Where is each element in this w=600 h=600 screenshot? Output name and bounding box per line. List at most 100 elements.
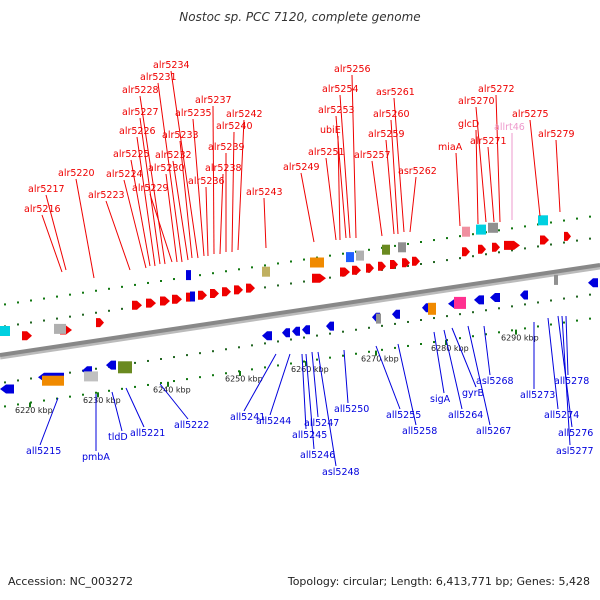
reverse-outer-track-dot xyxy=(147,383,149,386)
forward-outer-track-dot xyxy=(160,280,162,282)
reverse-gene-label: all5273 xyxy=(520,390,555,401)
forward-outer-track-dot xyxy=(459,235,461,238)
reverse-label-leader xyxy=(317,351,337,467)
forward-label-leader xyxy=(172,160,189,261)
forward-inner-track-dot xyxy=(303,280,305,283)
reverse-label-leader xyxy=(375,345,401,410)
forward-gene-arrow xyxy=(540,235,549,245)
reverse-label-leader xyxy=(159,383,189,420)
forward-inner-track-dot xyxy=(524,247,526,250)
reverse-outer-track-dot xyxy=(43,399,45,402)
feature-box xyxy=(454,296,466,309)
forward-label-leader xyxy=(179,140,193,259)
reverse-inner-track-dot xyxy=(472,311,474,314)
forward-label-leader xyxy=(475,129,479,225)
forward-label-leader xyxy=(385,139,395,235)
forward-gene-label: alr5231 xyxy=(140,72,177,83)
reverse-gene-arrow xyxy=(474,295,484,305)
forward-outer-track-dot xyxy=(290,260,292,263)
feature-box xyxy=(554,274,558,285)
forward-inner-track-dot xyxy=(290,282,292,285)
feature-box xyxy=(262,266,270,277)
reverse-outer-track-dot xyxy=(433,341,435,344)
forward-gene-arrow xyxy=(564,231,571,241)
forward-outer-track-dot xyxy=(511,227,513,230)
reverse-outer-track-dot xyxy=(251,368,253,371)
forward-inner-track-dot xyxy=(485,253,487,256)
reverse-outer-track-dot xyxy=(56,397,58,400)
feature-box xyxy=(538,215,548,226)
forward-inner-track-dot xyxy=(550,243,552,246)
reverse-gene-arrow xyxy=(302,325,310,335)
reverse-gene-arrow xyxy=(292,326,300,336)
forward-gene-arrow xyxy=(504,240,520,250)
reverse-gene-label: asl5248 xyxy=(322,467,360,478)
reverse-outer-track-dot xyxy=(69,395,71,398)
reverse-inner-track-dot xyxy=(95,367,97,370)
forward-gene-arrow xyxy=(478,244,486,254)
reverse-inner-track-dot xyxy=(147,359,149,362)
reverse-label-leader xyxy=(443,329,463,410)
forward-inner-track-dot xyxy=(537,245,539,248)
reverse-gene-label: all5276 xyxy=(558,428,593,439)
forward-outer-track-dot xyxy=(108,287,110,290)
forward-gene-label: alr5223 xyxy=(88,190,125,201)
reverse-inner-track-dot xyxy=(563,297,565,300)
forward-label-leader xyxy=(130,159,151,267)
feature-box xyxy=(0,326,10,336)
reverse-label-leader xyxy=(39,397,59,446)
reverse-gene-label: all5264 xyxy=(448,410,483,421)
forward-inner-track-dot xyxy=(394,266,396,269)
forward-gene-label: alr5257 xyxy=(354,150,391,161)
reverse-outer-track-dot xyxy=(524,327,526,330)
reverse-inner-track-dot xyxy=(394,322,396,325)
forward-label-leader xyxy=(105,200,131,271)
genome-title: Nostoc sp. PCC 7120, complete genome xyxy=(179,10,421,24)
forward-label-leader xyxy=(555,139,561,213)
forward-outer-track-dot xyxy=(147,281,149,284)
scale-label: 6270 kbp xyxy=(361,354,399,363)
reverse-inner-track-dot xyxy=(160,358,162,360)
reverse-gene-arrow xyxy=(106,360,116,370)
forward-gene-arrow xyxy=(132,300,142,310)
reverse-outer-track-dot xyxy=(563,321,565,324)
forward-inner-track-dot xyxy=(433,261,435,264)
forward-inner-track-dot xyxy=(472,255,474,258)
reverse-inner-track-dot xyxy=(30,377,32,380)
forward-gene-arrow xyxy=(378,261,386,271)
forward-gene-label: alr5234 xyxy=(153,60,190,71)
forward-outer-track-dot xyxy=(407,242,409,245)
forward-label-leader xyxy=(75,178,95,279)
forward-label-leader xyxy=(45,194,67,271)
forward-gene-arrow xyxy=(234,285,243,295)
forward-gene-arrow xyxy=(172,294,182,304)
scale-label: 6250 kbp xyxy=(225,375,263,384)
forward-outer-track-dot xyxy=(524,225,526,228)
forward-label-leader xyxy=(487,146,495,223)
forward-gene-arrow xyxy=(340,267,350,277)
forward-gene-arrow xyxy=(492,242,500,252)
reverse-outer-track-dot xyxy=(537,325,539,328)
forward-outer-track-dot xyxy=(368,248,370,251)
forward-label-leader xyxy=(139,117,161,265)
reverse-gene-label: all5267 xyxy=(476,426,511,437)
reverse-gene-label: all5247 xyxy=(304,418,339,429)
reverse-outer-track-dot xyxy=(134,385,136,388)
forward-inner-track-dot xyxy=(95,311,97,314)
scale-label: 6240 kbp xyxy=(153,386,191,395)
reverse-outer-track-dot xyxy=(121,387,123,390)
forward-gene-arrow xyxy=(210,289,219,298)
genome-summary-text: Topology: circular; Length: 6,413,771 bp… xyxy=(287,575,590,588)
reverse-inner-track-dot xyxy=(446,315,448,318)
forward-inner-track-dot xyxy=(498,251,500,254)
reverse-label-leader xyxy=(311,351,319,418)
reverse-gene-label: gyrB xyxy=(462,388,484,399)
reverse-gene-label: all5215 xyxy=(26,446,61,457)
forward-label-leader xyxy=(231,131,235,253)
reverse-gene-label: all5221 xyxy=(130,428,165,439)
forward-gene-label: alr5254 xyxy=(322,84,359,95)
reverse-inner-track-dot xyxy=(69,371,71,374)
reverse-gene-arrow xyxy=(0,384,14,394)
forward-gene-label: alr5240 xyxy=(216,121,253,132)
forward-inner-track-dot xyxy=(17,323,19,326)
